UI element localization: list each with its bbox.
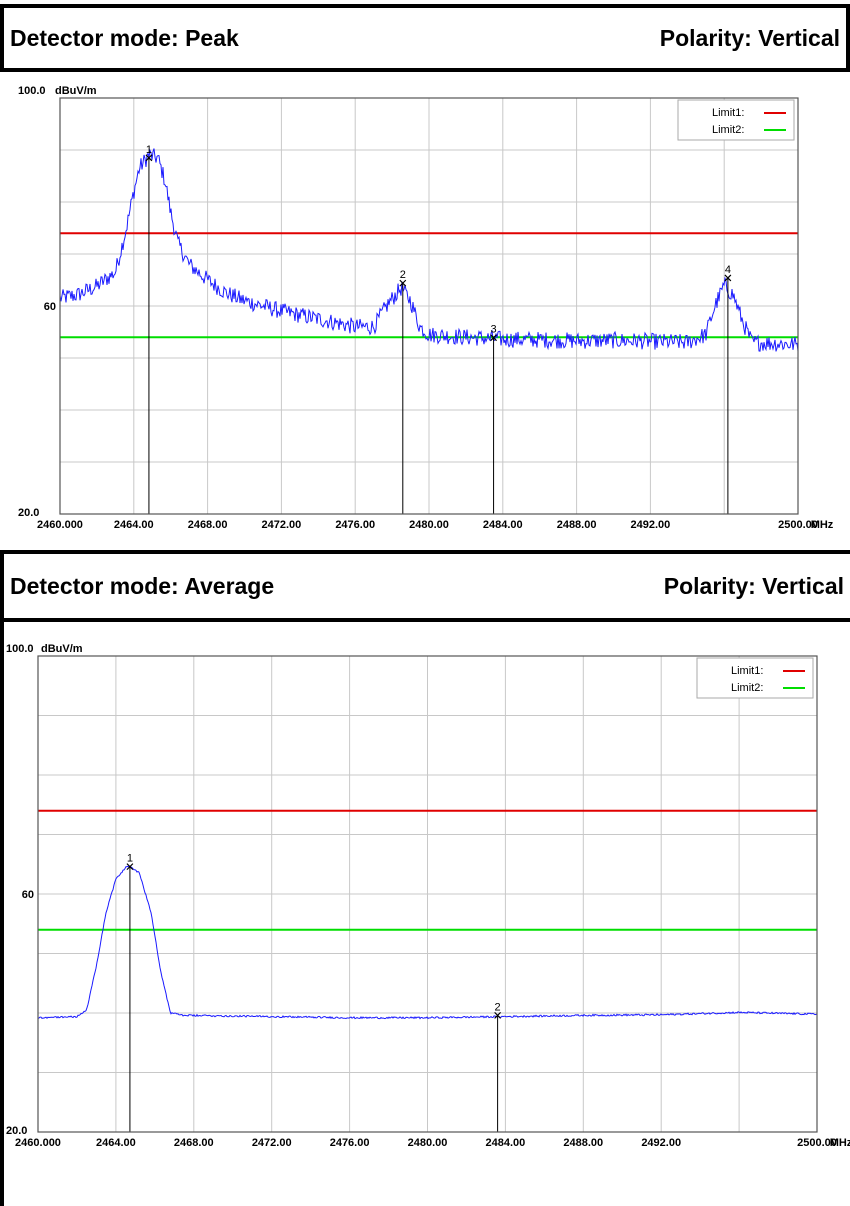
plot-border xyxy=(59,97,799,515)
y-tick-label: 20.0 xyxy=(18,507,39,519)
y-tick-label: 60 xyxy=(44,301,56,313)
y-tick-label: 20.0 xyxy=(6,1125,27,1137)
x-tick-label: 2500.00 xyxy=(778,519,818,531)
marker-label: 2 xyxy=(495,1001,501,1013)
marker-x xyxy=(724,274,732,282)
legend-label: Limit1: xyxy=(731,665,763,677)
spectrum-trace xyxy=(59,148,799,352)
marker-label: 1 xyxy=(146,144,152,156)
detector-mode-label: Detector mode: Average xyxy=(10,572,275,599)
marker-x xyxy=(399,279,407,287)
x-tick-label: 2460.000 xyxy=(15,1137,61,1149)
marker-x xyxy=(490,334,497,342)
x-tick-label: 2468.00 xyxy=(188,519,228,531)
polarity-label: Polarity: Vertical xyxy=(663,572,844,599)
y-tick-label: 100.0 xyxy=(6,643,34,655)
marker-label: 2 xyxy=(400,269,406,281)
x-tick-label: 2488.00 xyxy=(557,519,597,531)
x-tick-label: 2472.00 xyxy=(262,519,302,531)
x-tick-label: 2480.00 xyxy=(409,519,449,531)
marker-x xyxy=(145,154,153,162)
x-tick-label: 2464.00 xyxy=(96,1137,136,1149)
legend-label: Limit2: xyxy=(731,682,763,694)
plot-border xyxy=(37,655,818,1133)
marker-label: 4 xyxy=(725,264,731,276)
y-axis-unit-label: dBuV/m xyxy=(55,85,97,97)
marker-x xyxy=(126,863,134,871)
left-border-lower xyxy=(0,622,4,1206)
x-tick-label: 2492.00 xyxy=(641,1137,681,1149)
legend-box xyxy=(696,657,814,699)
x-tick-label: 2476.00 xyxy=(335,519,375,531)
x-tick-label: 2460.000 xyxy=(37,519,83,531)
y-axis-unit-label: dBuV/m xyxy=(41,643,83,655)
x-tick-label: 2464.00 xyxy=(114,519,154,531)
x-tick-label: 2472.00 xyxy=(252,1137,292,1149)
x-axis-unit-label: MHz xyxy=(811,519,834,531)
x-tick-label: 2476.00 xyxy=(330,1137,370,1149)
polarity-label: Polarity: Vertical xyxy=(659,24,840,51)
x-tick-label: 2480.00 xyxy=(408,1137,448,1149)
average-spectrum-chart: 1 2 Limit1: Limit2: 100.0 dBuV/m 60 20.02460.00… xyxy=(6,643,850,1149)
x-tick-label: 2484.00 xyxy=(483,519,523,531)
marker-label: 3 xyxy=(491,324,497,336)
legend-label: Limit1: xyxy=(712,107,744,119)
panel-header-peak: Detector mode: Peak Polarity: Vertical xyxy=(0,4,850,72)
legend-box xyxy=(677,99,795,141)
x-tick-label: 2468.00 xyxy=(174,1137,214,1149)
x-tick-label: 2488.00 xyxy=(563,1137,603,1149)
y-tick-label: 100.0 xyxy=(18,85,46,97)
legend-label: Limit2: xyxy=(712,124,744,136)
y-tick-label: 60 xyxy=(22,889,34,901)
x-tick-label: 2500.00 xyxy=(797,1137,837,1149)
detector-mode-label: Detector mode: Peak xyxy=(10,24,239,51)
panel-header-average: Detector mode: Average Polarity: Vertica… xyxy=(0,550,850,622)
spectrum-trace xyxy=(37,865,818,1020)
marker-label: 1 xyxy=(127,853,133,865)
x-tick-label: 2484.00 xyxy=(486,1137,526,1149)
x-tick-label: 2492.00 xyxy=(631,519,671,531)
marker-x xyxy=(494,1011,502,1019)
x-axis-unit-label: MHz xyxy=(830,1137,850,1149)
peak-spectrum-chart: 1 2 3 4 Limit1: Limit2: 100.0 dBuV/m 60 20.02460.… xyxy=(18,85,834,531)
